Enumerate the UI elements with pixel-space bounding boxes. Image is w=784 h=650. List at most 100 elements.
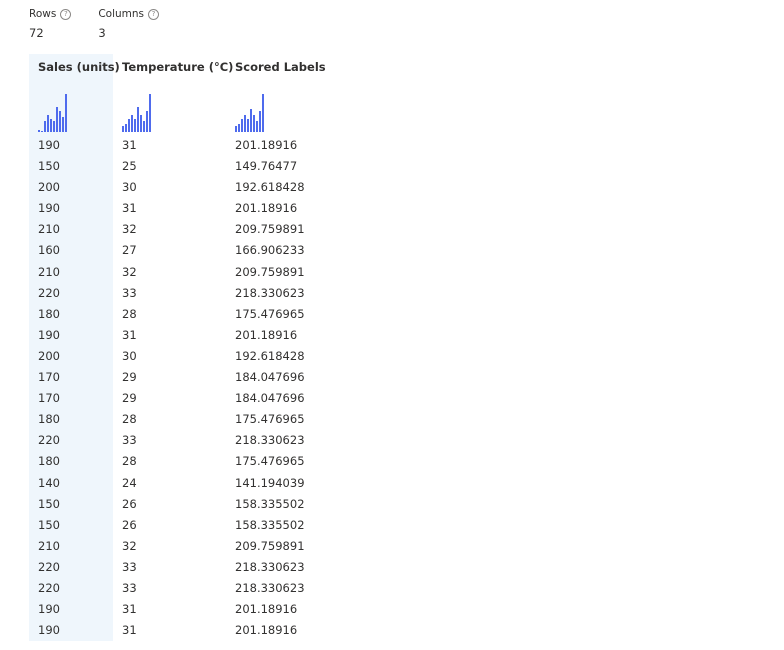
histogram-bar xyxy=(128,119,130,132)
table-cell: 170 xyxy=(38,370,60,385)
column-header-sales[interactable]: Sales (units) xyxy=(38,60,120,74)
column-header-temperature[interactable]: Temperature (°C) xyxy=(122,60,234,74)
table-cell: 150 xyxy=(38,159,60,174)
table-cell: 166.906233 xyxy=(235,243,305,258)
table-cell: 201.18916 xyxy=(235,623,298,638)
column-sales[interactable]: Sales (units) 190 150 200 190 210 160 210 220 18… xyxy=(29,54,120,642)
histogram-bar xyxy=(38,130,40,132)
table-cell: 26 xyxy=(122,517,137,532)
table-cell: 25 xyxy=(122,159,137,174)
table-cell: 29 xyxy=(122,370,137,385)
table-cell: 30 xyxy=(122,348,137,363)
table-cell: 141.194039 xyxy=(235,475,305,490)
table-cell: 158.335502 xyxy=(235,496,305,511)
table-cell: 218.330623 xyxy=(235,433,305,448)
table-cell: 209.759891 xyxy=(235,538,305,553)
table-cell: 201.18916 xyxy=(235,602,298,617)
table-cell: 158.335502 xyxy=(235,517,305,532)
table-cell: 26 xyxy=(122,496,137,511)
table-cell: 218.330623 xyxy=(235,285,305,300)
table-cell: 190 xyxy=(38,623,60,638)
table-cell: 30 xyxy=(122,180,137,195)
table-cell: 33 xyxy=(122,559,137,574)
column-cells: 31 25 30 31 32 27 32 33 28 31 30 29 29 28 33 28 24 26 26 32… xyxy=(113,135,226,641)
table-cell: 32 xyxy=(122,222,137,237)
table-cell: 33 xyxy=(122,433,137,448)
column-histogram xyxy=(226,80,316,135)
histogram-bar xyxy=(262,94,264,132)
help-circle-icon[interactable]: ? xyxy=(148,8,159,20)
table-cell: 31 xyxy=(122,602,137,617)
histogram-bar xyxy=(238,124,240,132)
table-cell: 200 xyxy=(38,180,60,195)
table-cell: 27 xyxy=(122,243,137,258)
histogram-bar xyxy=(143,121,145,132)
column-temperature[interactable]: Temperature (°C) 31 25 30 31 32 27 32 33 28 31 30 2… xyxy=(113,54,234,641)
histogram-bar xyxy=(47,115,49,132)
table-cell: 190 xyxy=(38,138,60,152)
table-cell: 190 xyxy=(38,602,60,617)
table-cell: 192.618428 xyxy=(235,180,305,195)
column-header-scored-labels[interactable]: Scored Labels xyxy=(235,60,326,74)
help-circle-icon[interactable]: ? xyxy=(60,8,72,20)
rows-stat: Rows ? 72 xyxy=(29,7,72,40)
table-cell: 180 xyxy=(38,412,60,427)
histogram-bar xyxy=(50,119,52,132)
table-cell: 150 xyxy=(38,496,60,511)
table-cell: 175.476965 xyxy=(235,306,305,321)
table-cell: 201.18916 xyxy=(235,327,298,342)
dataset-summary: Rows ? 72 Columns ? 3 xyxy=(29,7,186,40)
table-cell: 33 xyxy=(122,580,137,595)
columns-stat: Columns ? 3 xyxy=(98,7,159,40)
histogram-bar xyxy=(235,126,237,132)
histogram-bar xyxy=(56,107,58,132)
table-cell: 28 xyxy=(122,454,137,469)
histogram-bar xyxy=(41,131,43,132)
histogram-bar xyxy=(62,117,64,132)
table-cell: 201.18916 xyxy=(235,138,298,152)
histogram-bar xyxy=(244,115,246,132)
table-cell: 220 xyxy=(38,285,60,300)
table-cell: 209.759891 xyxy=(235,264,305,279)
table-cell: 180 xyxy=(38,306,60,321)
histogram-bar xyxy=(256,121,258,132)
table-cell: 210 xyxy=(38,222,60,237)
table-cell: 220 xyxy=(38,433,60,448)
table-cell: 209.759891 xyxy=(235,222,305,237)
table-cell: 184.047696 xyxy=(235,391,305,406)
table-cell: 175.476965 xyxy=(235,454,305,469)
table-cell: 31 xyxy=(122,623,137,638)
column-histogram xyxy=(29,80,113,135)
histogram-bar xyxy=(53,121,55,132)
table-cell: 220 xyxy=(38,580,60,595)
table-cell: 29 xyxy=(122,391,137,406)
histogram-bar xyxy=(122,126,124,132)
histogram-bar xyxy=(59,111,61,132)
table-cell: 192.618428 xyxy=(235,348,305,363)
column-cells: 201.18916 149.76477 192.618428 201.18916 209… xyxy=(226,135,316,641)
histogram-bar xyxy=(65,94,67,132)
table-cell: 32 xyxy=(122,538,137,553)
histogram-bar xyxy=(250,109,252,132)
histogram-bar xyxy=(259,111,261,132)
data-preview-table: Sales (units) 190 150 200 190 210 160 210 220 18… xyxy=(29,54,326,642)
table-cell: 28 xyxy=(122,306,137,321)
table-cell: 24 xyxy=(122,475,137,490)
table-cell: 190 xyxy=(38,201,60,216)
table-cell: 180 xyxy=(38,454,60,469)
histogram-bar xyxy=(247,119,249,132)
histogram-bar xyxy=(146,111,148,132)
table-cell: 31 xyxy=(122,201,137,216)
column-scored-labels[interactable]: Scored Labels 201.18916 149.76477 192.6184… xyxy=(226,54,326,641)
table-cell: 218.330623 xyxy=(235,559,305,574)
column-histogram xyxy=(113,80,226,135)
histogram-bar xyxy=(241,119,243,132)
column-cells: 190 150 200 190 210 160 210 220 180 190 200 170 170 1… xyxy=(29,135,113,641)
table-cell: 218.330623 xyxy=(235,580,305,595)
histogram-bar xyxy=(253,115,255,132)
histogram-bar xyxy=(140,115,142,132)
rows-value: 72 xyxy=(29,26,44,40)
histogram-bar xyxy=(44,121,46,132)
table-cell: 140 xyxy=(38,475,60,490)
table-cell: 220 xyxy=(38,559,60,574)
